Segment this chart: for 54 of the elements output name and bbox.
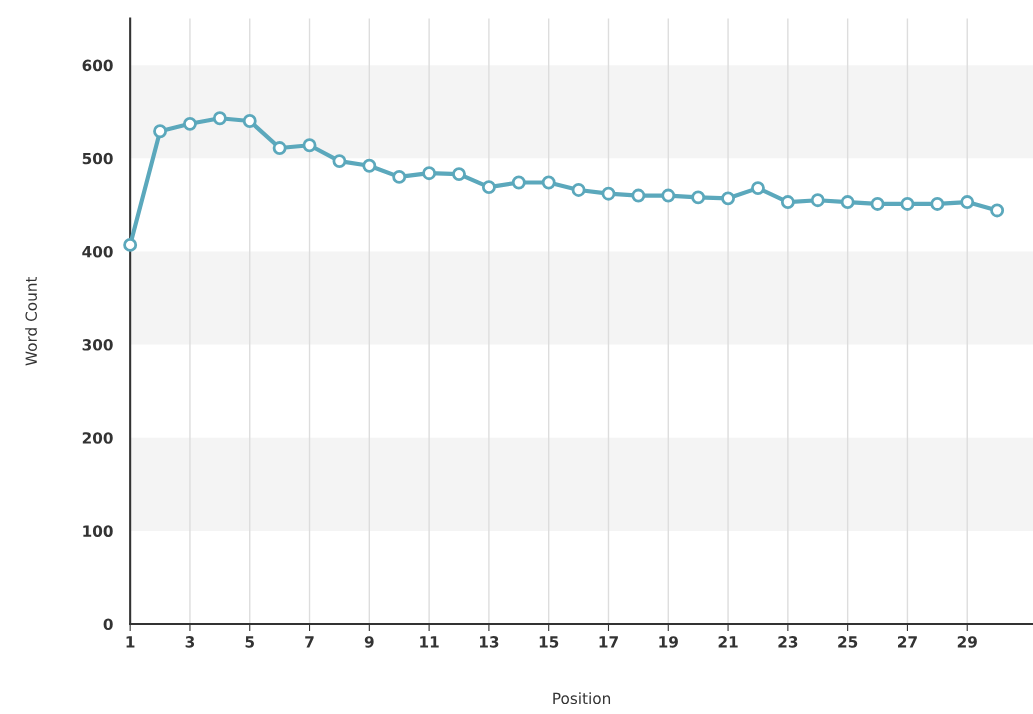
y-tick-label: 600 <box>82 59 113 72</box>
x-tick-label: 23 <box>778 636 798 648</box>
point <box>302 138 317 153</box>
point <box>212 111 227 126</box>
point <box>900 196 915 211</box>
point <box>810 193 825 208</box>
x-tick-label: 27 <box>898 636 917 648</box>
point <box>272 141 287 155</box>
point <box>601 186 616 201</box>
point <box>422 166 437 181</box>
x-tick-label: 15 <box>539 636 559 648</box>
point <box>541 175 556 190</box>
y-tick-label: 300 <box>82 339 113 351</box>
x-tick-label: 7 <box>305 636 314 648</box>
point <box>960 195 975 210</box>
x-tick-label: 3 <box>185 636 195 648</box>
point <box>780 195 795 210</box>
x-tick-label: 9 <box>364 636 374 648</box>
point <box>123 237 138 252</box>
point <box>870 196 885 211</box>
x-tick-label: 17 <box>599 636 618 648</box>
x-tick-label: 1 <box>126 636 135 648</box>
point <box>183 116 197 131</box>
point <box>481 180 496 195</box>
y-tick-label: 100 <box>83 525 113 537</box>
y-tick-label: 500 <box>82 152 113 165</box>
point <box>661 188 676 203</box>
y-tick-label: 400 <box>82 245 113 258</box>
y-tick-label: 200 <box>82 432 113 444</box>
point <box>392 169 407 184</box>
x-tick-label: 21 <box>718 636 738 648</box>
point <box>930 196 945 211</box>
x-tick-label: 25 <box>838 636 858 648</box>
x-tick-label: 5 <box>245 636 254 648</box>
x-tick-label: 29 <box>957 636 977 648</box>
x-tick-label: 19 <box>659 636 678 648</box>
point <box>751 181 765 196</box>
point <box>691 190 706 205</box>
point <box>452 167 466 182</box>
point <box>721 191 736 206</box>
point <box>631 188 646 203</box>
point <box>242 114 257 128</box>
x-tick-label: 11 <box>420 636 439 648</box>
x-axis-title: Position <box>553 692 611 705</box>
point <box>362 158 377 173</box>
point <box>990 203 1005 218</box>
point <box>571 183 586 197</box>
point <box>511 175 526 190</box>
y-axis-title: Word Count <box>25 276 37 366</box>
x-tick-label: 13 <box>480 636 499 648</box>
point <box>332 154 347 169</box>
y-tick-label: 0 <box>103 618 113 631</box>
point <box>153 124 167 139</box>
point <box>840 195 855 210</box>
